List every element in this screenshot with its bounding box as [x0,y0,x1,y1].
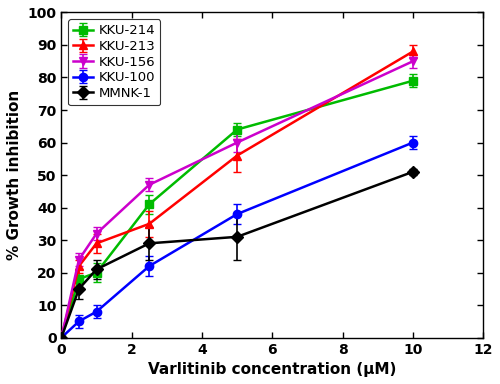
X-axis label: Varlitinib concentration (μM): Varlitinib concentration (μM) [148,362,396,377]
Y-axis label: % Growth inhibition: % Growth inhibition [7,90,22,260]
Legend: KKU-214, KKU-213, KKU-156, KKU-100, MMNK-1: KKU-214, KKU-213, KKU-156, KKU-100, MMNK… [68,19,160,105]
